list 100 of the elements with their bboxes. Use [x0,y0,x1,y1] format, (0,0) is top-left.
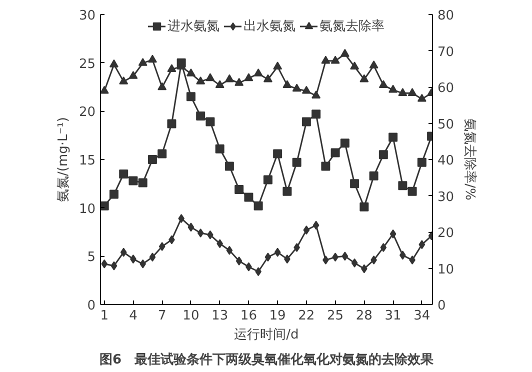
point [120,248,127,257]
point [350,179,360,188]
point [369,171,378,180]
point [330,148,340,158]
x-tick-label: 25 [327,308,344,324]
y-tick-label: 15 [78,154,96,168]
point [224,74,234,82]
point [206,117,215,126]
y-tick-label: 25 [78,56,96,72]
point [148,155,157,164]
point [330,56,340,64]
x-tick-label: 13 [212,308,228,324]
y2-tick-label: 10 [438,262,454,278]
point [119,76,128,84]
point [351,258,358,268]
point [312,110,321,119]
point [101,259,108,268]
point [100,201,109,210]
point [109,59,118,68]
point [138,58,148,66]
y-tick-label: 30 [78,8,96,24]
point [128,176,138,186]
point [312,220,320,230]
x-tick-label: 22 [298,308,315,324]
x-tick-label: 34 [414,308,430,324]
y-tick-label: 10 [78,202,96,217]
y2-tick-label: 80 [438,8,454,24]
point [215,144,224,154]
y2-tick-label: 20 [438,226,454,241]
x-tick-label: 31 [384,308,402,324]
point [302,86,311,94]
point [128,71,138,79]
y-tick-label: 5 [87,250,96,266]
y2-tick-label: 40 [438,154,454,168]
point [254,68,263,76]
x-tick-label: 16 [240,308,257,324]
y2-axis-title: 氨氮去除率/% [462,118,478,200]
point [274,248,281,257]
point [167,119,176,128]
point [100,86,109,94]
point [321,162,330,171]
point [321,56,330,64]
y-tick-label: 0 [87,298,96,314]
x-tick-label: 4 [129,308,138,324]
point [418,240,426,250]
point [388,84,398,93]
y2-tick-label: 30 [438,190,454,205]
legend-label: 出水氨氮 [244,18,296,35]
point [119,170,128,178]
point [417,94,426,102]
point [303,226,310,235]
point [360,74,369,82]
point [388,132,398,142]
y-tick-label: 20 [78,105,96,120]
point [186,68,196,76]
point [369,60,378,68]
point [226,246,233,255]
point [398,88,408,96]
point [312,90,321,99]
point [273,62,282,70]
point [417,158,426,167]
point [236,256,242,266]
point [188,222,194,232]
y2-tick-label: 60 [438,81,454,96]
point [244,73,254,82]
point [109,190,118,199]
point [244,192,254,202]
point [110,261,118,270]
x-tick-label: 10 [182,308,200,324]
point [254,201,263,210]
point [282,186,292,196]
y2-tick-label: 70 [438,44,454,60]
point [292,84,302,92]
y-axis-title: 氨氮/(mg·L⁻¹) [56,117,71,202]
x-tick-label: 7 [158,308,166,324]
point [224,162,234,171]
y2-tick-label: 50 [438,117,454,132]
caption: 图6 最佳试验条件下两级臭氧催化氧化对氨氮的去除效果 [99,352,435,368]
point [197,228,204,238]
point [158,242,166,251]
y2-tick-label: 0 [438,298,446,314]
point [398,181,408,190]
point [264,252,272,262]
point [380,242,387,252]
point [292,158,302,167]
point [360,202,369,212]
point [196,76,206,84]
x-tick-label: 19 [269,308,286,324]
point [340,138,350,148]
point [340,48,350,57]
point [263,74,272,82]
point [282,80,292,88]
legend-label: 氨氮去除率 [320,18,384,35]
x-axis-title: 运行时间/d [234,328,299,342]
point [215,80,224,88]
x-tick-label: 1 [100,308,108,324]
point [234,78,244,86]
point [158,149,167,158]
point [342,252,348,261]
point [149,252,156,262]
